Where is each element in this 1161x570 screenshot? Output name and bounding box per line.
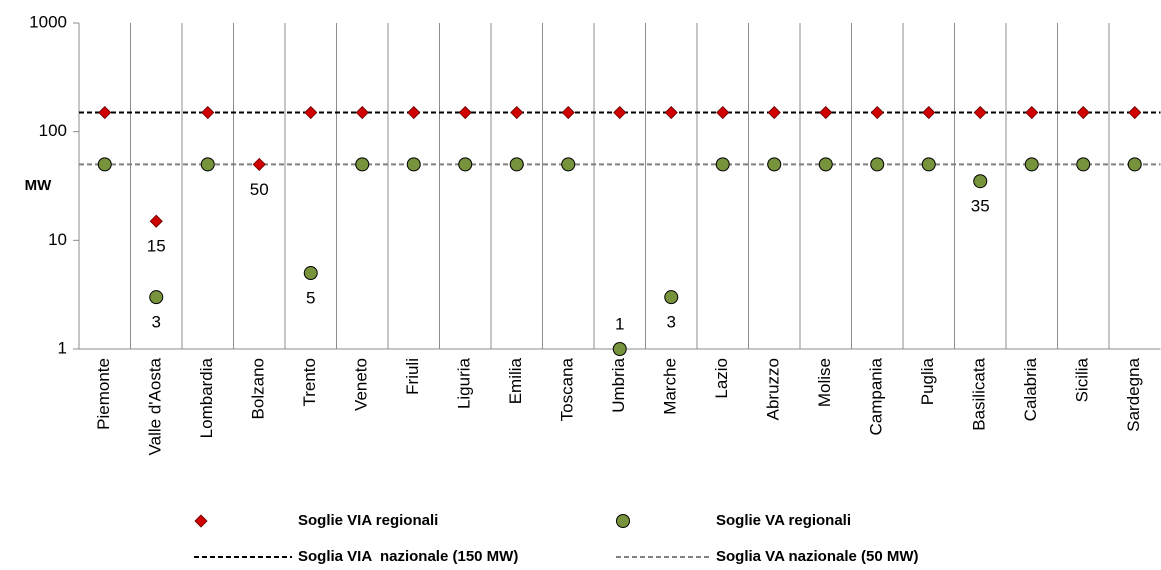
point bbox=[561, 105, 575, 120]
legend-label: Soglie VA regionali bbox=[716, 512, 851, 529]
point bbox=[818, 157, 833, 172]
data-label: 15 bbox=[147, 237, 166, 256]
point bbox=[355, 157, 370, 172]
legend-marker bbox=[194, 514, 208, 528]
point bbox=[406, 157, 421, 172]
point bbox=[664, 290, 679, 305]
data-label: 35 bbox=[971, 197, 990, 216]
data-label: 1 bbox=[615, 314, 624, 333]
point bbox=[252, 157, 266, 171]
x-tick-label: Molise bbox=[815, 358, 834, 407]
y-axis-label: MW bbox=[25, 177, 52, 194]
point bbox=[973, 174, 988, 189]
x-tick-label: Toscana bbox=[558, 357, 577, 421]
point bbox=[510, 105, 524, 120]
point bbox=[1025, 105, 1039, 120]
data-label: 3 bbox=[667, 313, 676, 332]
point bbox=[509, 157, 524, 172]
point bbox=[561, 157, 576, 172]
point bbox=[97, 157, 112, 172]
point bbox=[715, 157, 730, 172]
y-tick-label: 1000 bbox=[29, 12, 67, 31]
data-label: 5 bbox=[306, 289, 315, 308]
y-tick-label: 10 bbox=[48, 230, 67, 249]
legend-marker bbox=[616, 514, 630, 528]
x-tick-label: Calabria bbox=[1021, 357, 1040, 421]
point bbox=[304, 105, 318, 120]
y-tick-label: 100 bbox=[39, 121, 67, 140]
x-tick-label: Friuli bbox=[403, 358, 422, 395]
point bbox=[921, 157, 936, 172]
point bbox=[870, 157, 885, 172]
point bbox=[1127, 157, 1142, 172]
x-tick-label: Marche bbox=[661, 358, 680, 415]
data-label: 50 bbox=[250, 180, 269, 199]
x-tick-label: Sardegna bbox=[1124, 357, 1143, 431]
x-tick-label: Basilicata bbox=[970, 357, 989, 430]
point bbox=[149, 214, 163, 228]
x-tick-label: Lombardia bbox=[197, 357, 216, 438]
x-tick-label: Veneto bbox=[352, 358, 371, 411]
point bbox=[819, 105, 833, 120]
point bbox=[664, 105, 678, 120]
x-tick-label: Umbria bbox=[609, 357, 628, 412]
data-label: 3 bbox=[152, 313, 161, 332]
point bbox=[1128, 105, 1142, 120]
point bbox=[612, 342, 627, 356]
x-tick-label: Trento bbox=[300, 358, 319, 407]
x-tick-label: Campania bbox=[867, 357, 886, 435]
point bbox=[407, 105, 421, 120]
x-tick-label: Valle d'Aosta bbox=[146, 357, 165, 455]
legend-label: Soglia VIA nazionale (150 MW) bbox=[298, 548, 518, 565]
point bbox=[201, 105, 215, 120]
point bbox=[870, 105, 884, 120]
x-tick-label: Emilia bbox=[506, 357, 525, 404]
point bbox=[98, 105, 112, 120]
point bbox=[767, 157, 782, 172]
point bbox=[716, 105, 730, 120]
point bbox=[973, 105, 987, 120]
point bbox=[355, 105, 369, 120]
legend-label: Soglia VA nazionale (50 MW) bbox=[716, 548, 919, 565]
y-tick-label: 1 bbox=[58, 338, 67, 357]
point bbox=[1076, 157, 1091, 172]
point bbox=[458, 157, 473, 172]
point bbox=[1024, 157, 1039, 172]
x-tick-label: Piemonte bbox=[94, 358, 113, 430]
x-tick-label: Puglia bbox=[918, 357, 937, 405]
point bbox=[149, 290, 164, 305]
x-tick-label: Lazio bbox=[712, 358, 731, 399]
point bbox=[458, 105, 472, 120]
x-tick-label: Bolzano bbox=[249, 358, 268, 419]
x-tick-label: Liguria bbox=[455, 357, 474, 409]
x-tick-label: Sicilia bbox=[1073, 357, 1092, 402]
point bbox=[767, 105, 781, 120]
point bbox=[613, 105, 627, 120]
x-tick-label: Abruzzo bbox=[764, 358, 783, 420]
legend-label: Soglie VIA regionali bbox=[298, 512, 438, 529]
point bbox=[200, 157, 215, 172]
point bbox=[1076, 105, 1090, 120]
point bbox=[922, 105, 936, 120]
point bbox=[303, 266, 318, 281]
